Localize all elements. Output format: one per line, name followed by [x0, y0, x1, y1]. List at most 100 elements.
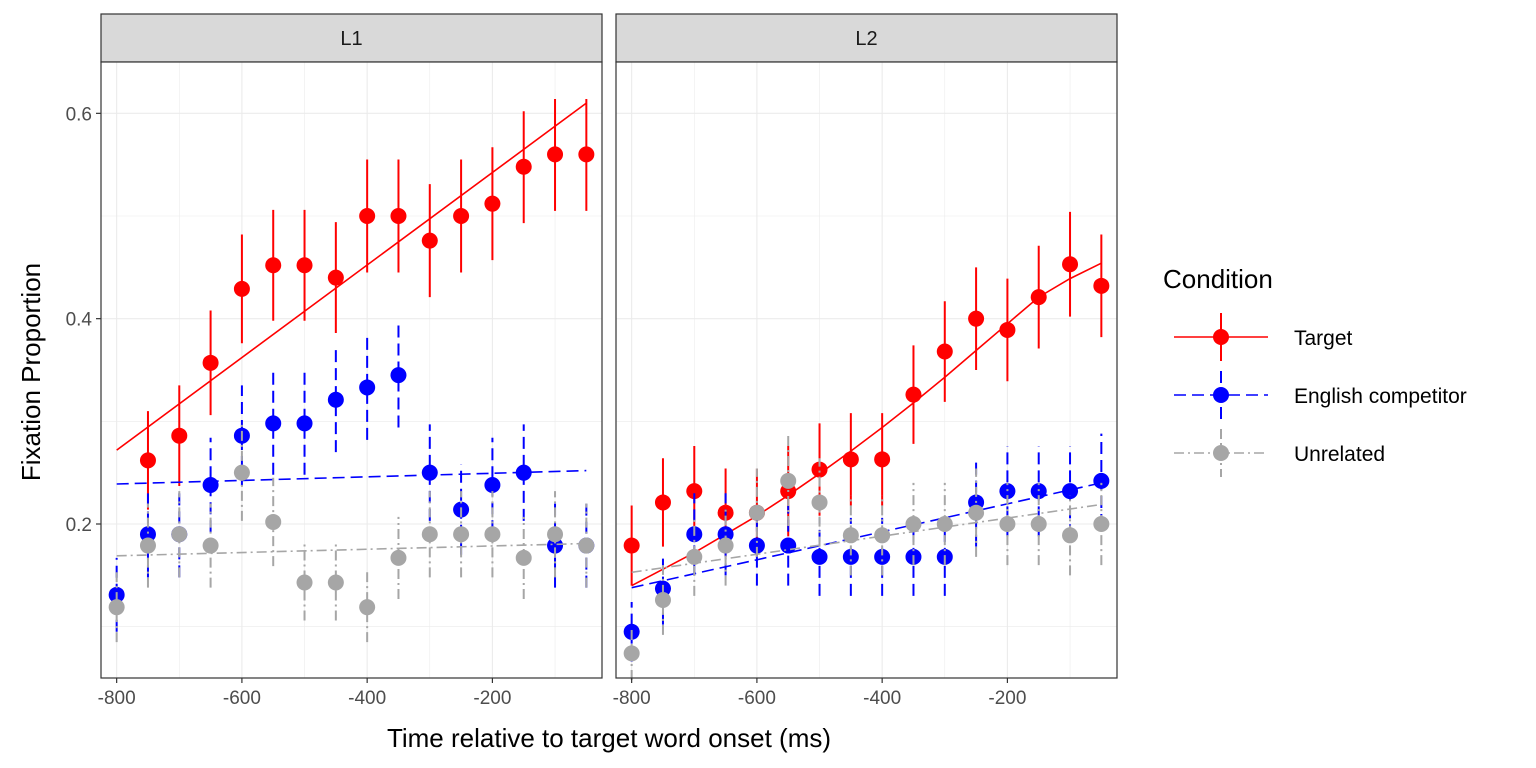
- x-tick-label: -400: [348, 688, 386, 709]
- data-point: [968, 504, 985, 521]
- data-point: [265, 513, 282, 530]
- data-point: [905, 516, 922, 532]
- data-point: [359, 379, 376, 396]
- data-point: [1062, 527, 1079, 544]
- data-point: [547, 537, 564, 554]
- data-point: [515, 158, 532, 175]
- data-point: [327, 574, 344, 591]
- data-point: [515, 549, 532, 566]
- legend: Condition Target English competitor Unrela…: [1163, 264, 1467, 477]
- legend-symbol: [1213, 445, 1229, 461]
- fit-line: [116, 102, 587, 451]
- data-point: [390, 208, 407, 224]
- x-tick-label: -200: [473, 688, 511, 709]
- data-point: [515, 464, 532, 481]
- data-point: [390, 549, 407, 566]
- data-point: [296, 574, 313, 591]
- legend-title: Condition: [1163, 264, 1273, 294]
- data-point: [547, 146, 564, 163]
- y-tick-label: 0.6: [66, 104, 92, 125]
- facet-strip: [100, 13, 603, 63]
- fit-line: [116, 469, 587, 485]
- data-point: [842, 527, 859, 544]
- x-tick-label: -600: [738, 688, 776, 709]
- x-tick-label: -800: [98, 688, 136, 709]
- data-point: [1062, 483, 1079, 500]
- data-point: [968, 310, 985, 327]
- data-point: [578, 537, 595, 554]
- data-point: [453, 526, 470, 543]
- x-tick-label: -800: [613, 688, 651, 709]
- data-point: [874, 451, 891, 468]
- fit-line: [631, 262, 1102, 587]
- x-axis-title: Time relative to target word onset (ms): [387, 723, 831, 753]
- data-point: [1062, 256, 1079, 273]
- data-point: [1030, 516, 1047, 532]
- data-point: [936, 516, 953, 532]
- data-point: [265, 415, 282, 432]
- data-point: [811, 548, 828, 565]
- data-point: [421, 232, 438, 249]
- data-point: [780, 472, 797, 489]
- data-point: [139, 452, 156, 469]
- data-point: [296, 257, 313, 274]
- data-point: [421, 464, 438, 481]
- data-point: [171, 427, 188, 444]
- data-point: [547, 526, 564, 543]
- panel-border: [615, 61, 1118, 679]
- data-point: [1093, 472, 1110, 489]
- data-point: [874, 527, 891, 544]
- data-point: [654, 591, 671, 608]
- data-point: [233, 280, 250, 297]
- data-point: [327, 391, 344, 408]
- data-point: [139, 537, 156, 554]
- data-point: [1030, 483, 1047, 500]
- data-point: [453, 208, 470, 224]
- data-point: [108, 599, 125, 616]
- legend-item-unrelated: Unrelated: [1174, 429, 1385, 477]
- fit-line: [116, 542, 587, 557]
- legend-symbol: [1213, 387, 1229, 403]
- data-point: [905, 386, 922, 403]
- data-point: [1093, 277, 1110, 294]
- data-point: [748, 537, 765, 554]
- data-point: [202, 537, 219, 554]
- data-point: [390, 367, 407, 384]
- series-target: [116, 98, 595, 510]
- legend-item-target: Target: [1174, 313, 1353, 361]
- data-point: [578, 146, 595, 163]
- legend-symbol: [1213, 329, 1229, 345]
- data-point: [1030, 289, 1047, 306]
- data-point: [717, 526, 734, 543]
- data-point: [171, 526, 188, 543]
- data-point: [686, 483, 703, 500]
- data-point: [654, 494, 671, 511]
- data-point: [780, 537, 797, 554]
- data-point: [296, 415, 313, 432]
- panel-l2: L2 -800 -600 -400 -200: [613, 13, 1118, 709]
- panel-background: [101, 62, 602, 678]
- data-point: [139, 526, 156, 543]
- x-tick-label: -400: [863, 688, 901, 709]
- data-point: [202, 476, 219, 493]
- data-point: [623, 537, 640, 554]
- data-point: [717, 537, 734, 554]
- data-point: [327, 269, 344, 286]
- data-point: [233, 464, 250, 481]
- fit-line: [631, 482, 1102, 589]
- data-point: [359, 599, 376, 616]
- data-point: [842, 451, 859, 468]
- data-point: [936, 343, 953, 360]
- legend-label: Target: [1294, 327, 1353, 350]
- data-point: [748, 504, 765, 521]
- data-point: [484, 195, 501, 212]
- data-point: [421, 526, 438, 543]
- legend-label: Unrelated: [1294, 443, 1385, 466]
- data-point: [202, 354, 219, 371]
- series-unrelated: [108, 424, 595, 643]
- data-point: [623, 645, 640, 662]
- panel-background: [616, 62, 1117, 678]
- data-point: [265, 257, 282, 274]
- data-point: [359, 208, 376, 224]
